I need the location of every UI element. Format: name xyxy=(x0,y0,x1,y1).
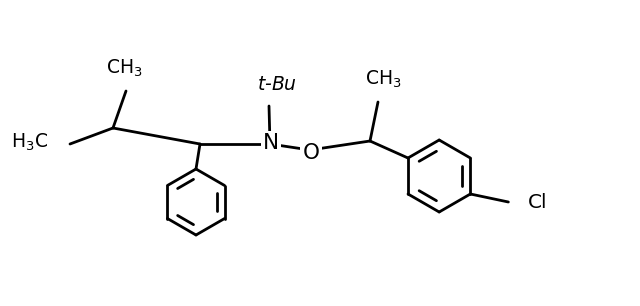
Text: CH$_3$: CH$_3$ xyxy=(106,58,142,79)
Text: $t$-Bu: $t$-Bu xyxy=(257,75,297,94)
Text: Cl: Cl xyxy=(529,192,548,211)
Text: O: O xyxy=(303,143,319,163)
Text: H$_3$C: H$_3$C xyxy=(11,131,48,153)
Text: N: N xyxy=(263,133,279,153)
Text: CH$_3$: CH$_3$ xyxy=(365,69,401,90)
